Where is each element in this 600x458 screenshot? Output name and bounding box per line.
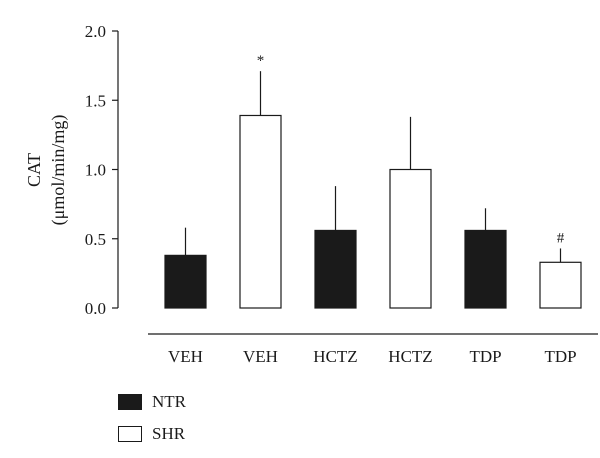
y-tick-label: 1.0 [85, 161, 106, 180]
bar [389, 168, 432, 309]
x-tick-label: HCTZ [313, 347, 357, 366]
y-tick-label: 0.5 [85, 230, 106, 249]
plot-area: 0.0 0.5 1.0 1.5 2.0 VEH VEH * HCTZ HCTZ TDP TDP # [85, 22, 598, 366]
y-tick-label: 2.0 [85, 22, 106, 41]
legend-item-shr: SHR [118, 418, 186, 450]
significance-marker: # [557, 230, 565, 246]
x-tick-label: VEH [168, 347, 203, 366]
bar [539, 261, 582, 309]
bar [164, 254, 207, 309]
x-tick-label: HCTZ [388, 347, 432, 366]
bar [239, 114, 282, 309]
significance-marker: * [257, 53, 265, 69]
legend-label-ntr: NTR [152, 392, 186, 411]
x-tick-label: TDP [469, 347, 501, 366]
y-axis-title-line1: CAT [24, 153, 44, 187]
x-tick-label: VEH [243, 347, 278, 366]
y-tick-label: 1.5 [85, 91, 106, 110]
y-axis-title-line2: (μmol/min/mg) [48, 115, 69, 226]
legend-swatch-ntr [118, 394, 142, 410]
y-tick-label: 0.0 [85, 299, 106, 318]
legend-item-ntr: NTR [118, 386, 186, 418]
legend-label-shr: SHR [152, 424, 186, 443]
x-tick-label: TDP [544, 347, 576, 366]
bar [314, 229, 357, 309]
legend-swatch-shr [118, 426, 142, 442]
bar [464, 229, 507, 309]
legend: NTR SHR [118, 386, 186, 450]
